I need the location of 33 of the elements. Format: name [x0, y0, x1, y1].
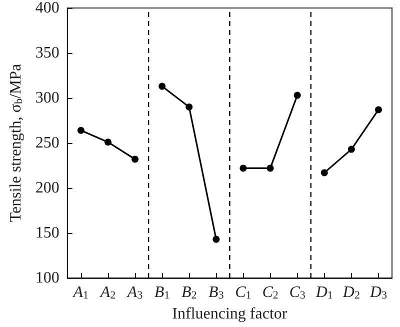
- x-tick-label: C3: [289, 284, 306, 302]
- y-tick-label: 100: [35, 270, 60, 286]
- point: [240, 164, 247, 172]
- y-tick-label: 400: [35, 0, 60, 16]
- x-axis-title: Influencing factor: [172, 306, 288, 322]
- point: [374, 106, 382, 114]
- y-tick-label: 300: [35, 90, 60, 106]
- y-axis-title: Tensile strength, σb/MPa: [8, 64, 25, 222]
- point: [320, 169, 328, 176]
- y-tick-label: 200: [35, 180, 60, 196]
- point: [266, 164, 274, 172]
- point: [348, 146, 355, 153]
- x-tick-label: B3: [208, 284, 224, 302]
- y-tick-label: 250: [35, 134, 60, 152]
- point: [104, 138, 112, 146]
- x-tick-label: A3: [126, 284, 144, 302]
- x-tick-label: B1: [154, 284, 170, 302]
- x-tick-label: A1: [72, 284, 89, 302]
- point: [77, 126, 84, 134]
- point: [212, 236, 220, 243]
- y-tick-label: 350: [35, 44, 60, 62]
- y-tick-label: 150: [35, 224, 60, 242]
- point: [132, 156, 139, 163]
- x-tick-label: A2: [99, 284, 116, 302]
- x-tick-label: C1: [235, 284, 252, 302]
- x-tick-label: B2: [181, 284, 197, 302]
- point: [294, 92, 301, 99]
- point: [186, 104, 193, 110]
- x-tick-label: D1: [314, 284, 333, 302]
- x-tick-label: D2: [342, 284, 360, 302]
- point: [158, 82, 166, 90]
- x-tick-label: D3: [368, 284, 388, 302]
- x-tick-label: C2: [262, 284, 278, 302]
